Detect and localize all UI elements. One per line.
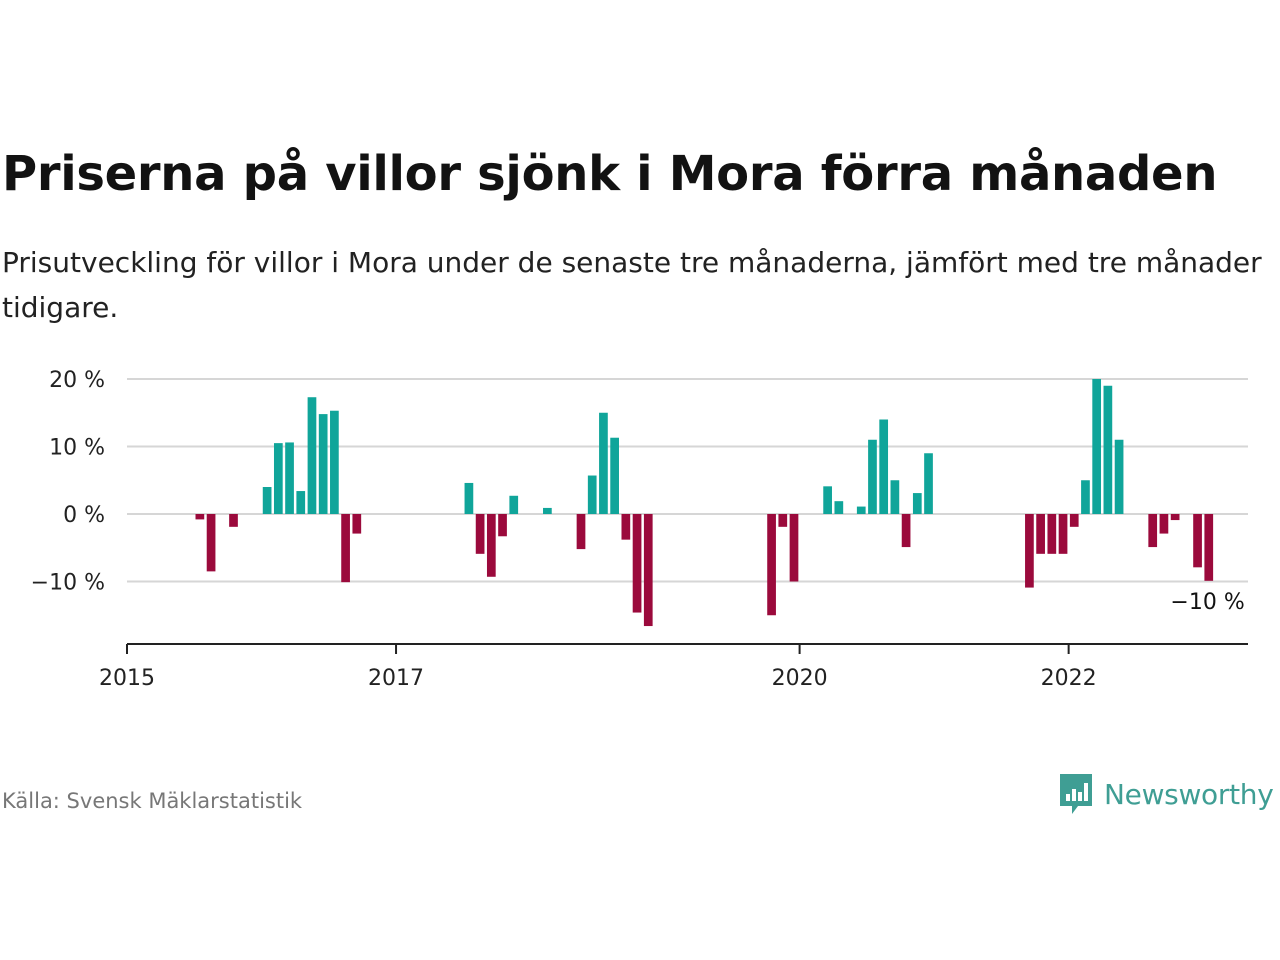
bar (868, 439, 877, 514)
bar (1092, 379, 1102, 514)
data-label: −10 % (1170, 590, 1244, 615)
bar (767, 514, 776, 616)
bar (509, 495, 519, 514)
x-tick-label: 2015 (99, 666, 155, 691)
brand-name: Newsworthy (1104, 777, 1274, 811)
bar (318, 414, 328, 514)
chart-title: Priserna på villor sjönk i Mora förra må… (2, 146, 1218, 202)
source-note: Källa: Svensk Mäklarstatistik (2, 789, 303, 813)
bar (632, 514, 642, 613)
y-tick-label: 0 % (63, 503, 105, 528)
bar (1036, 514, 1045, 554)
bar (1193, 514, 1202, 568)
bar (576, 514, 586, 550)
newsworthy-logo-icon (1060, 774, 1092, 814)
y-tick-label: −10 % (31, 571, 105, 596)
bar (789, 514, 799, 582)
bar (464, 482, 474, 514)
bar (1047, 514, 1057, 554)
bar (1081, 480, 1090, 514)
bar (587, 475, 597, 514)
bar (1058, 514, 1068, 554)
bar (352, 514, 362, 534)
bar (924, 453, 933, 514)
bar (901, 514, 911, 548)
bar (1069, 514, 1079, 527)
bar (206, 514, 216, 572)
bar (823, 486, 832, 514)
bar (1204, 514, 1214, 581)
bar (610, 437, 619, 514)
y-tick-label: 20 % (49, 368, 105, 393)
bar (229, 514, 238, 527)
x-tick-label: 2017 (368, 666, 424, 691)
bar (475, 514, 485, 554)
bar (599, 412, 608, 514)
bar (273, 443, 283, 514)
bar (621, 514, 631, 540)
bar (486, 514, 496, 577)
y-tick-label: 10 % (49, 436, 105, 461)
bar (262, 487, 272, 514)
bar (341, 514, 350, 583)
bar (856, 506, 866, 514)
chart-subtitle: Prisutveckling för villor i Mora under d… (2, 246, 1262, 324)
bar (834, 501, 844, 514)
bar (285, 442, 294, 514)
brand[interactable]: Newsworthy (1058, 772, 1274, 816)
bar (643, 514, 653, 627)
bar (1025, 514, 1034, 588)
bar (912, 493, 922, 514)
bar (543, 507, 552, 514)
bar (890, 480, 900, 514)
bar (1159, 514, 1169, 534)
bar (1148, 514, 1158, 548)
bar (1103, 385, 1113, 514)
bar (296, 491, 306, 514)
bar (1170, 514, 1180, 521)
x-tick-label: 2020 (772, 666, 828, 691)
bar (330, 410, 339, 514)
bar (307, 397, 317, 514)
bar (778, 514, 788, 527)
bar (879, 419, 889, 514)
bar (195, 514, 205, 520)
bar (1114, 439, 1124, 514)
bar (498, 514, 507, 537)
x-tick-label: 2022 (1041, 666, 1097, 691)
